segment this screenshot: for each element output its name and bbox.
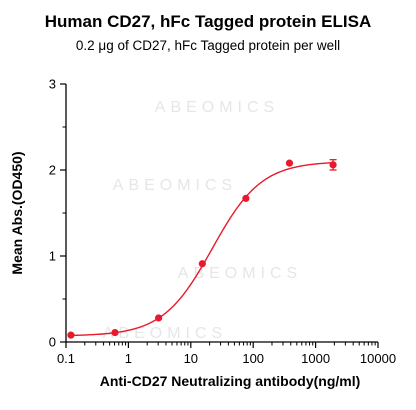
y-tick-label: 3 (49, 77, 56, 92)
y-axis-label: Mean Abs.(OD450) (9, 151, 25, 274)
y-axis-ticks: 0 1 2 3 (49, 77, 66, 350)
data-point (198, 260, 206, 268)
x-axis-label: Anti-CD27 Neutralizing antibody(ng/ml) (100, 373, 361, 389)
data-point (111, 328, 119, 337)
chart-subtitle: 0.2 μg of CD27, hFc Tagged protein per w… (75, 38, 341, 53)
x-tick-label: 100 (242, 351, 264, 366)
y-tick-label: 2 (49, 163, 56, 178)
watermark-text: ABEOMICS (113, 177, 237, 194)
watermark-text: ABEOMICS (155, 99, 279, 116)
y-tick-label: 0 (49, 335, 56, 350)
x-tick-label: 1000 (301, 351, 330, 366)
x-tick-label: 10000 (360, 351, 396, 366)
data-point (67, 331, 75, 339)
watermark-text: ABEOMICS (103, 325, 227, 342)
data-point (285, 159, 294, 167)
watermarks: ABEOMICS ABEOMICS ABEOMICS ABEOMICS (103, 99, 302, 342)
data-points (67, 159, 337, 339)
x-tick-label: 1 (125, 351, 132, 366)
x-tick-label: 0.1 (57, 351, 75, 366)
data-point (329, 161, 337, 169)
data-point (242, 194, 250, 202)
chart-title: Human CD27, hFc Tagged protein ELISA (44, 12, 372, 31)
data-point (155, 314, 163, 322)
axes (65, 84, 378, 343)
x-axis-ticks: 0.1 1 10 100 1000 10000 (57, 342, 396, 366)
watermark-text: ABEOMICS (178, 265, 302, 282)
y-tick-label: 1 (49, 249, 56, 264)
x-tick-label: 10 (184, 351, 198, 366)
